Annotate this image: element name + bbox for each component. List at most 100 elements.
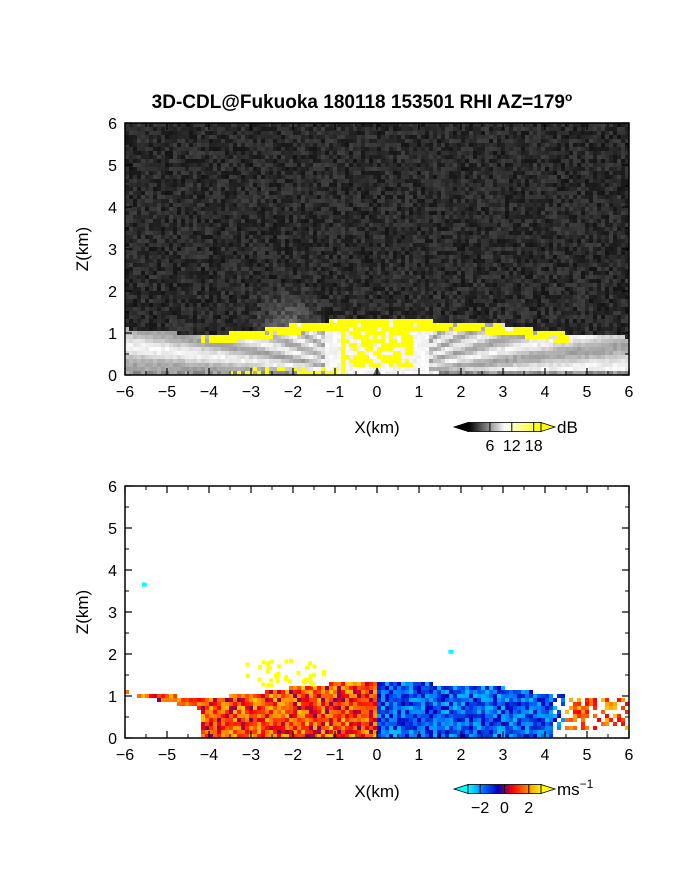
snr-cell: [421, 175, 425, 179]
snr-cell: [153, 247, 157, 251]
snr-cell: [169, 123, 173, 127]
snr-cell: [417, 267, 421, 271]
snr-cell: [489, 147, 493, 151]
snr-cell: [449, 167, 453, 171]
snr-cell: [241, 259, 245, 263]
snr-cell: [265, 139, 269, 143]
snr-cell: [437, 151, 441, 155]
snr-cell: [429, 271, 433, 275]
snr-cell: [501, 195, 505, 199]
snr-cell: [273, 223, 277, 227]
snr-cell: [341, 251, 345, 255]
snr-cell: [533, 163, 537, 167]
snr-cell: [241, 219, 245, 223]
snr-cell: [325, 199, 329, 203]
snr-cell: [313, 155, 317, 159]
snr-cell: [433, 227, 437, 231]
snr-cell: [381, 231, 385, 235]
snr-cell: [377, 159, 381, 163]
snr-cell: [541, 139, 545, 143]
snr-cell: [265, 215, 269, 219]
snr-cell: [129, 191, 133, 195]
snr-cell: [205, 139, 209, 143]
snr-cell: [133, 199, 137, 203]
snr-cell: [561, 267, 565, 271]
snr-cell: [277, 267, 281, 271]
snr-cell: [585, 167, 589, 171]
snr-cell: [321, 203, 325, 207]
snr-cell: [453, 191, 457, 195]
snr-cell: [297, 271, 301, 275]
snr-cell: [433, 191, 437, 195]
snr-cell: [225, 255, 229, 259]
snr-cell: [409, 267, 413, 271]
snr-cell: [277, 135, 281, 139]
snr-cell: [613, 271, 617, 275]
snr-cell: [421, 187, 425, 191]
snr-cell: [481, 259, 485, 263]
snr-cell: [401, 171, 405, 175]
snr-cell: [441, 207, 445, 211]
snr-cell: [409, 143, 413, 147]
snr-cell: [261, 247, 265, 251]
snr-cell: [537, 255, 541, 259]
snr-cell: [429, 279, 433, 283]
snr-cell: [273, 199, 277, 203]
snr-cell: [193, 215, 197, 219]
snr-cell: [425, 135, 429, 139]
snr-cell: [597, 151, 601, 155]
snr-cell: [261, 167, 265, 171]
snr-cell: [277, 231, 281, 235]
snr-cell: [501, 203, 505, 207]
snr-cell: [257, 159, 261, 163]
snr-cell: [385, 239, 389, 243]
snr-cell: [453, 199, 457, 203]
snr-cell: [353, 259, 357, 263]
snr-cell: [317, 191, 321, 195]
snr-cell: [501, 167, 505, 171]
snr-cell: [125, 279, 129, 283]
snr-cell: [145, 207, 149, 211]
snr-cell: [345, 271, 349, 275]
snr-cell: [565, 243, 569, 247]
snr-cell: [261, 227, 265, 231]
snr-cell: [369, 215, 373, 219]
snr-cell: [573, 195, 577, 199]
snr-cell: [265, 219, 269, 223]
snr-cell: [361, 259, 365, 263]
snr-cell: [129, 275, 133, 279]
snr-cell: [589, 179, 593, 183]
snr-cell: [385, 167, 389, 171]
snr-cell: [157, 275, 161, 279]
snr-cell: [613, 191, 617, 195]
snr-cell: [617, 151, 621, 155]
snr-cell: [429, 207, 433, 211]
snr-cell: [449, 171, 453, 175]
snr-cell: [481, 175, 485, 179]
snr-cell: [293, 171, 297, 175]
snr-cell: [525, 167, 529, 171]
snr-cell: [489, 191, 493, 195]
snr-cell: [173, 183, 177, 187]
snr-cell: [581, 219, 585, 223]
snr-cell: [209, 163, 213, 167]
snr-cell: [273, 267, 277, 271]
snr-cell: [601, 175, 605, 179]
snr-cell: [201, 155, 205, 159]
snr-cell: [529, 163, 533, 167]
snr-cell: [293, 255, 297, 259]
snr-cell: [393, 187, 397, 191]
snr-cell: [517, 191, 521, 195]
snr-cell: [433, 207, 437, 211]
snr-cell: [337, 131, 341, 135]
snr-cell: [529, 203, 533, 207]
snr-cell: [541, 131, 545, 135]
snr-cell: [421, 247, 425, 251]
snr-cell: [285, 175, 289, 179]
snr-cell: [521, 199, 525, 203]
snr-cell: [141, 251, 145, 255]
snr-cell: [357, 187, 361, 191]
snr-cell: [385, 243, 389, 247]
snr-cell: [377, 247, 381, 251]
snr-cell: [581, 139, 585, 143]
